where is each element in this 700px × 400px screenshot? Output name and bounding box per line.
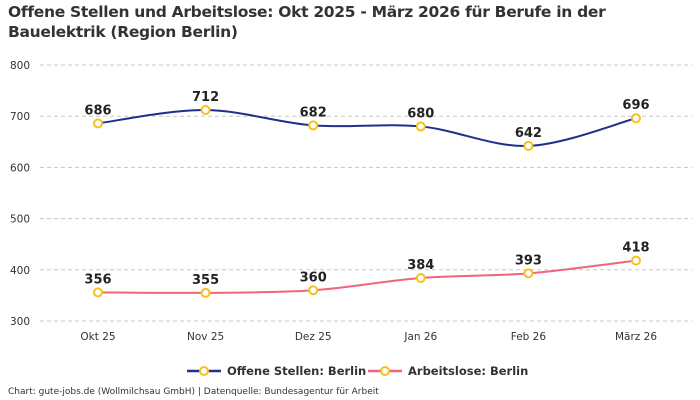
y-tick-label: 300 [10, 316, 30, 328]
legend-label: Arbeitslose: Berlin [408, 364, 528, 378]
x-tick-label: März 26 [615, 331, 657, 343]
data-point [308, 285, 319, 296]
y-tick-label: 700 [10, 111, 30, 123]
data-point [631, 255, 641, 266]
data-label: 680 [407, 106, 434, 121]
data-label: 360 [300, 270, 327, 285]
series-line-0 [97, 109, 637, 147]
data-label: 355 [192, 273, 219, 288]
y-tick-label: 500 [10, 214, 30, 226]
x-tick-label: Okt 25 [80, 331, 115, 343]
data-point [93, 287, 103, 298]
x-tick-label: Dez 25 [295, 331, 332, 343]
data-point [200, 105, 211, 116]
data-label: 356 [84, 272, 111, 287]
x-tick-label: Nov 25 [187, 331, 224, 343]
data-label: 696 [622, 98, 649, 113]
data-label: 384 [407, 258, 434, 273]
chart-title: Offene Stellen und Arbeitslose: Okt 2025… [8, 3, 606, 41]
x-tick-label: Feb 26 [511, 331, 547, 343]
data-label: 418 [622, 241, 649, 256]
y-tick-label: 600 [10, 162, 30, 174]
data-point [415, 272, 426, 283]
data-point [93, 118, 103, 129]
data-label: 642 [515, 126, 542, 141]
y-tick-label: 400 [10, 265, 30, 277]
data-point [200, 287, 211, 298]
data-label: 712 [192, 90, 219, 105]
series-line-1 [97, 259, 637, 294]
data-label: 682 [300, 105, 327, 120]
data-point [308, 120, 319, 131]
legend-marker-icon [199, 366, 209, 376]
legend-label: Offene Stellen: Berlin [227, 364, 366, 378]
x-tick-label: Jan 26 [403, 331, 437, 343]
data-point [523, 140, 534, 151]
data-label: 686 [84, 103, 111, 118]
data-point [415, 121, 426, 132]
legend-marker-icon [380, 366, 390, 376]
data-point [631, 113, 641, 124]
data-label: 393 [515, 253, 542, 268]
y-tick-label: 800 [10, 60, 30, 72]
source-footer: Chart: gute-jobs.de (Wollmilchsau GmbH) … [8, 387, 379, 397]
data-point [523, 268, 534, 279]
